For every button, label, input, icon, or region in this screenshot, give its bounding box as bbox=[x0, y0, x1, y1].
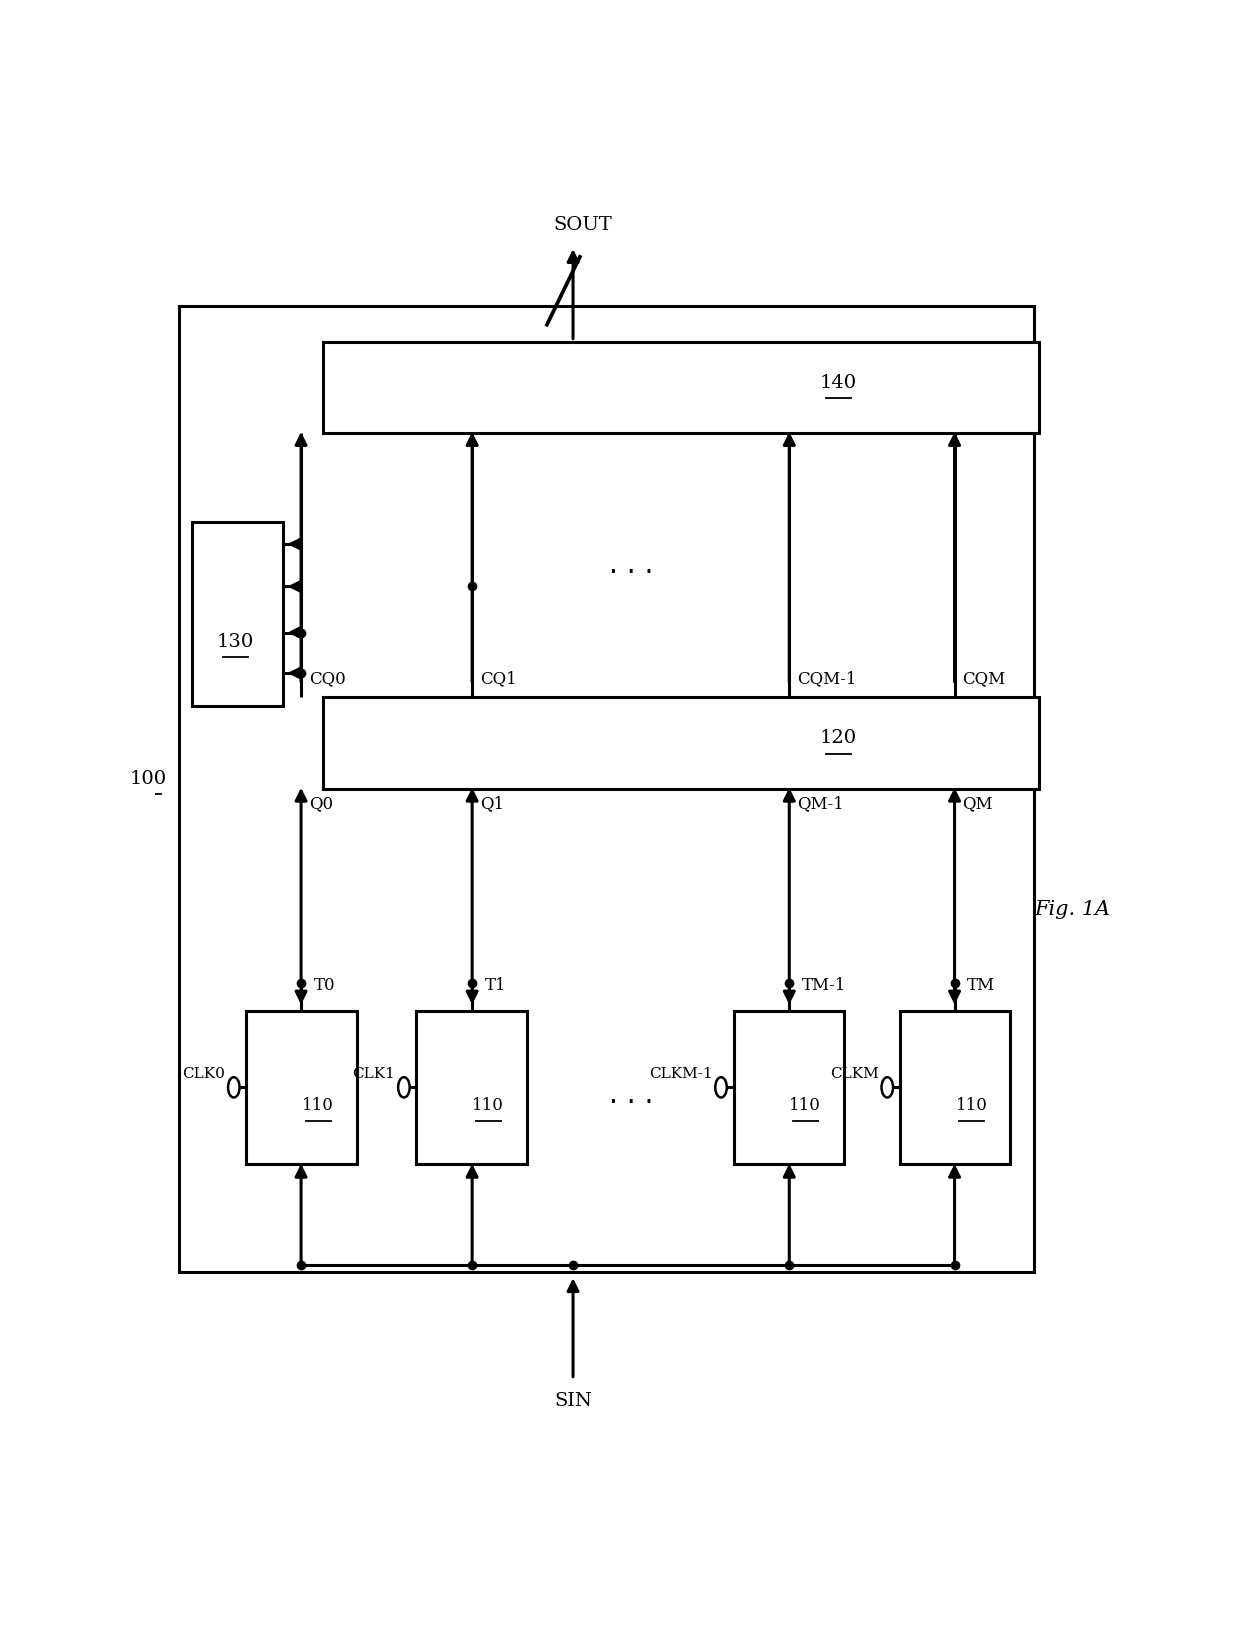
Text: 120: 120 bbox=[820, 729, 857, 747]
Text: Fig. 1A: Fig. 1A bbox=[1034, 899, 1111, 919]
Text: T1: T1 bbox=[485, 977, 506, 995]
Text: CLKM: CLKM bbox=[830, 1068, 879, 1081]
Text: CLKM-1: CLKM-1 bbox=[649, 1068, 712, 1081]
Ellipse shape bbox=[882, 1077, 893, 1097]
Text: SIN: SIN bbox=[554, 1393, 591, 1411]
Text: . . .: . . . bbox=[609, 1081, 653, 1109]
Ellipse shape bbox=[398, 1077, 409, 1097]
Text: 140: 140 bbox=[820, 375, 857, 391]
Text: 110: 110 bbox=[790, 1097, 821, 1114]
Text: TM: TM bbox=[967, 977, 996, 995]
Text: TM-1: TM-1 bbox=[802, 977, 846, 995]
Text: 100: 100 bbox=[130, 769, 167, 787]
Text: CQ0: CQ0 bbox=[309, 670, 346, 686]
Text: CLK1: CLK1 bbox=[352, 1068, 396, 1081]
Text: Q0: Q0 bbox=[309, 795, 332, 812]
Bar bbox=[417, 1011, 527, 1163]
Bar bbox=[324, 342, 1039, 432]
Text: 110: 110 bbox=[956, 1097, 987, 1114]
Text: 130: 130 bbox=[217, 632, 254, 650]
Text: CQM-1: CQM-1 bbox=[797, 670, 857, 686]
Bar bbox=[179, 305, 1034, 1272]
Text: 110: 110 bbox=[303, 1097, 334, 1114]
Text: SOUT: SOUT bbox=[553, 216, 613, 234]
Text: 110: 110 bbox=[472, 1097, 505, 1114]
Bar bbox=[191, 521, 283, 706]
Bar bbox=[900, 1011, 1011, 1163]
Text: QM-1: QM-1 bbox=[797, 795, 844, 812]
Text: T0: T0 bbox=[314, 977, 335, 995]
Text: . . .: . . . bbox=[609, 551, 653, 579]
Bar bbox=[734, 1011, 844, 1163]
Ellipse shape bbox=[228, 1077, 239, 1097]
Text: QM: QM bbox=[962, 795, 993, 812]
Ellipse shape bbox=[715, 1077, 727, 1097]
Text: CQ1: CQ1 bbox=[480, 670, 517, 686]
Bar bbox=[324, 698, 1039, 789]
Text: Q1: Q1 bbox=[480, 795, 503, 812]
Text: CQM: CQM bbox=[962, 670, 1006, 686]
Text: CLK0: CLK0 bbox=[182, 1068, 226, 1081]
Bar bbox=[247, 1011, 357, 1163]
